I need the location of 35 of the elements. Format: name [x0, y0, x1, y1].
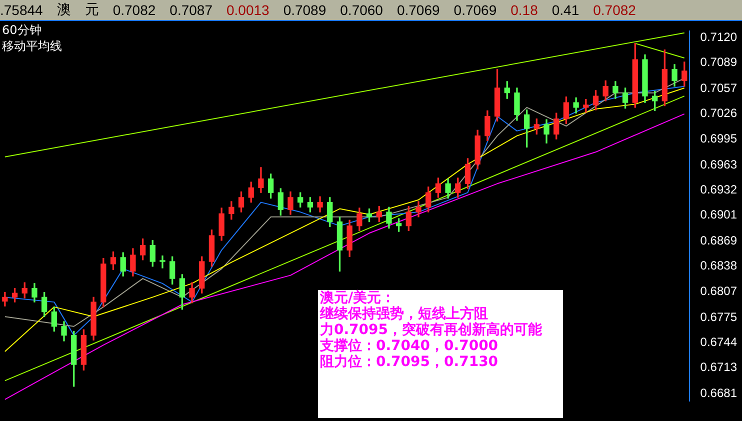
annotation: 支撑位：0.7040，0.7000	[320, 338, 500, 354]
annotation: 澳元/美元：	[320, 290, 396, 306]
text: 0.0013	[226, 2, 270, 18]
annotation: 阻力位：0.7095，0.7130	[320, 354, 500, 370]
y-tick-label: 0.6681	[700, 386, 738, 400]
y-tick-label: 0.7120	[700, 30, 738, 44]
text: 0.7089	[283, 2, 326, 18]
chart-title: 60分钟	[2, 22, 42, 38]
text: 澳	[56, 1, 71, 19]
y-tick-label: 0.6838	[700, 258, 738, 273]
y-tick-label: 0.7057	[700, 81, 738, 96]
y-tick-label: 0.6713	[700, 360, 738, 374]
y-tick-label: 0.6932	[700, 182, 738, 196]
y-tick-label: 0.7089	[700, 55, 738, 70]
text: 元	[84, 1, 99, 19]
annotation: 继续保持强势，短线上方阻	[320, 306, 488, 322]
text: .75844	[0, 2, 43, 18]
y-tick-label: 0.7026	[700, 106, 738, 120]
y-tick-label: 0.6901	[700, 208, 738, 222]
text: 0.41	[552, 2, 580, 18]
text: 0.18	[510, 2, 538, 18]
annotation: 力0.7095，突破有再创新高的可能	[320, 322, 544, 338]
text: 0.7087	[170, 2, 212, 18]
y-tick-label: 0.6963	[700, 157, 738, 172]
text: 0.7060	[340, 2, 383, 18]
y-tick-label: 0.6807	[700, 284, 738, 298]
text: 0.7082	[112, 2, 156, 18]
text: 0.7069	[396, 2, 440, 18]
text: 移动平均线	[2, 38, 62, 54]
y-tick-label: 0.6995	[700, 131, 738, 146]
y-tick-label: 0.6744	[700, 334, 738, 349]
y-tick-label: 0.6775	[700, 310, 738, 324]
text: 0.7082	[593, 2, 636, 18]
y-tick-label: 0.6869	[700, 234, 738, 248]
text: 0.7069	[454, 2, 497, 18]
